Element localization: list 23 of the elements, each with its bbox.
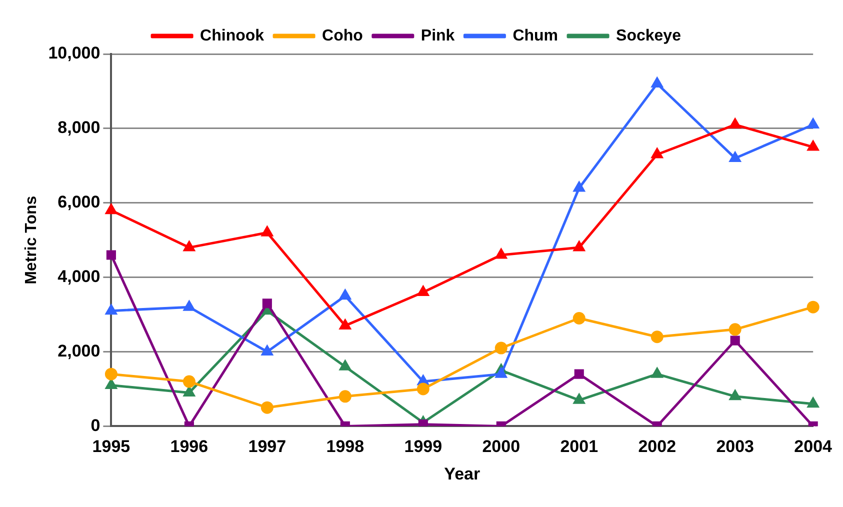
- x-tick-label: 2004: [794, 437, 833, 456]
- legend-label: Chinook: [200, 27, 264, 44]
- y-tick-label: 6,000: [58, 192, 100, 212]
- x-axis-title: Year: [444, 464, 480, 484]
- x-tick-label: 2003: [716, 437, 754, 456]
- x-tick-label: 1998: [326, 437, 364, 456]
- legend-label: Coho: [322, 27, 364, 44]
- x-tick-label: 2002: [638, 437, 676, 456]
- x-tick-label: 1997: [248, 437, 286, 456]
- y-tick-label: 0: [90, 416, 100, 435]
- y-tick-label: 10,000: [48, 44, 100, 63]
- x-tick-label: 2001: [560, 437, 598, 456]
- y-tick-label: 8,000: [58, 118, 100, 138]
- x-tick-label: 1996: [170, 437, 208, 456]
- legend-label: Sockeye: [616, 27, 682, 44]
- legend-label: Chum: [512, 27, 558, 44]
- y-tick-label: 4,000: [58, 267, 100, 286]
- legend-label: Pink: [420, 27, 455, 44]
- y-axis-title: Metric Tons: [23, 196, 40, 284]
- x-tick-label: 1995: [92, 437, 130, 456]
- x-tick-label: 1999: [404, 437, 442, 456]
- x-tick-label: 2000: [482, 437, 520, 456]
- y-tick-label: 2,000: [58, 341, 100, 360]
